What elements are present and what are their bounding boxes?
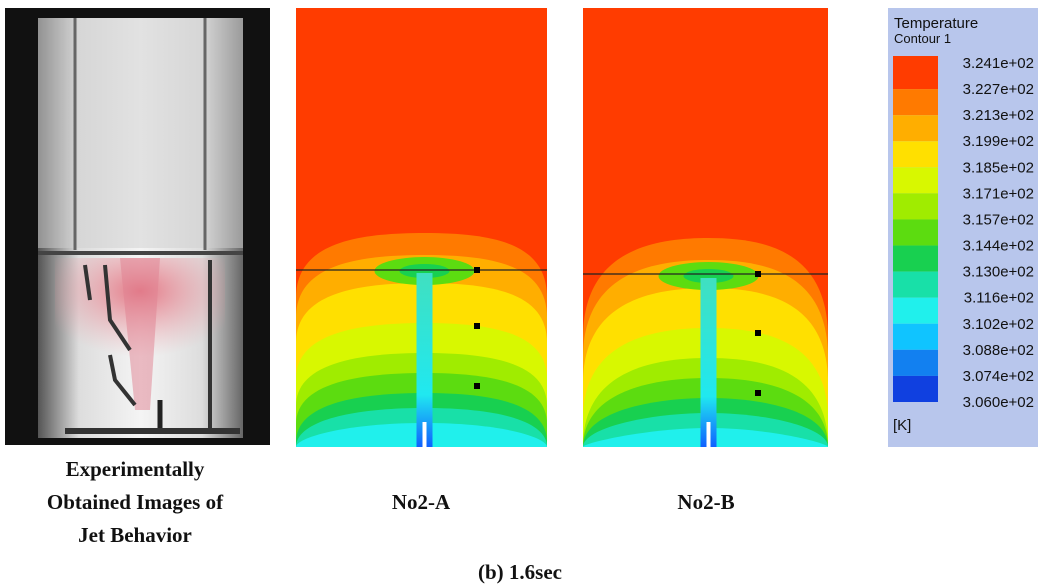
legend-swatch bbox=[893, 89, 938, 116]
legend-label: 3.144e+02 bbox=[963, 238, 1034, 255]
legend-swatch bbox=[893, 219, 938, 246]
legend-label: 3.171e+02 bbox=[963, 185, 1034, 202]
jet-column bbox=[700, 278, 717, 447]
jet-column bbox=[416, 273, 433, 447]
legend-swatch bbox=[893, 271, 938, 298]
legend-label: 3.088e+02 bbox=[963, 342, 1034, 359]
legend-label: 3.130e+02 bbox=[963, 264, 1034, 281]
probe-point bbox=[474, 323, 480, 329]
legend-swatch bbox=[893, 297, 938, 324]
legend-label: 3.227e+02 bbox=[963, 81, 1034, 98]
experiment-photo bbox=[5, 8, 270, 445]
panel-caption: Jet Behavior bbox=[78, 523, 192, 547]
panel-caption: No2-B bbox=[677, 490, 734, 514]
legend-label: 3.213e+02 bbox=[963, 107, 1034, 124]
legend-label: 3.116e+02 bbox=[964, 290, 1034, 307]
legend-label: 3.157e+02 bbox=[963, 211, 1034, 228]
legend-unit: [K] bbox=[893, 417, 911, 434]
contour-core bbox=[683, 269, 734, 283]
panel-caption: Experimentally bbox=[66, 457, 205, 481]
legend-swatch bbox=[893, 193, 938, 220]
probe-point bbox=[755, 390, 761, 396]
panel-caption: No2-A bbox=[392, 490, 451, 514]
legend-swatch bbox=[893, 349, 938, 376]
legend-label: 3.074e+02 bbox=[963, 368, 1034, 385]
jet-slit bbox=[706, 422, 711, 447]
legend-label: 3.241e+02 bbox=[963, 55, 1034, 72]
legend-title: Temperature bbox=[894, 15, 978, 32]
legend-swatch bbox=[893, 375, 938, 402]
legend-swatch bbox=[893, 141, 938, 168]
legend-label: 3.102e+02 bbox=[963, 316, 1034, 333]
contour-no2-b bbox=[583, 8, 828, 447]
legend: Temperature Contour 1 [K] 3.241e+02 3.227… bbox=[888, 8, 1038, 447]
legend-label: 3.185e+02 bbox=[963, 159, 1034, 176]
legend-swatch bbox=[893, 245, 938, 272]
legend-label: 3.060e+02 bbox=[963, 394, 1034, 411]
legend-swatch bbox=[893, 115, 938, 142]
probe-point bbox=[755, 271, 761, 277]
legend-label: 3.199e+02 bbox=[963, 133, 1034, 150]
legend-swatch bbox=[893, 56, 938, 90]
contour-core bbox=[399, 264, 450, 278]
probe-point bbox=[755, 330, 761, 336]
panel-caption: Obtained Images of bbox=[47, 490, 224, 514]
legend-swatch bbox=[893, 323, 938, 350]
probe-point bbox=[474, 383, 480, 389]
legend-swatch bbox=[893, 167, 938, 194]
probe-point bbox=[474, 267, 480, 273]
figure-caption: (b) 1.6sec bbox=[478, 560, 562, 584]
legend-subtitle: Contour 1 bbox=[894, 31, 951, 46]
jet-slit bbox=[422, 422, 427, 447]
contour-no2-a bbox=[296, 8, 547, 447]
